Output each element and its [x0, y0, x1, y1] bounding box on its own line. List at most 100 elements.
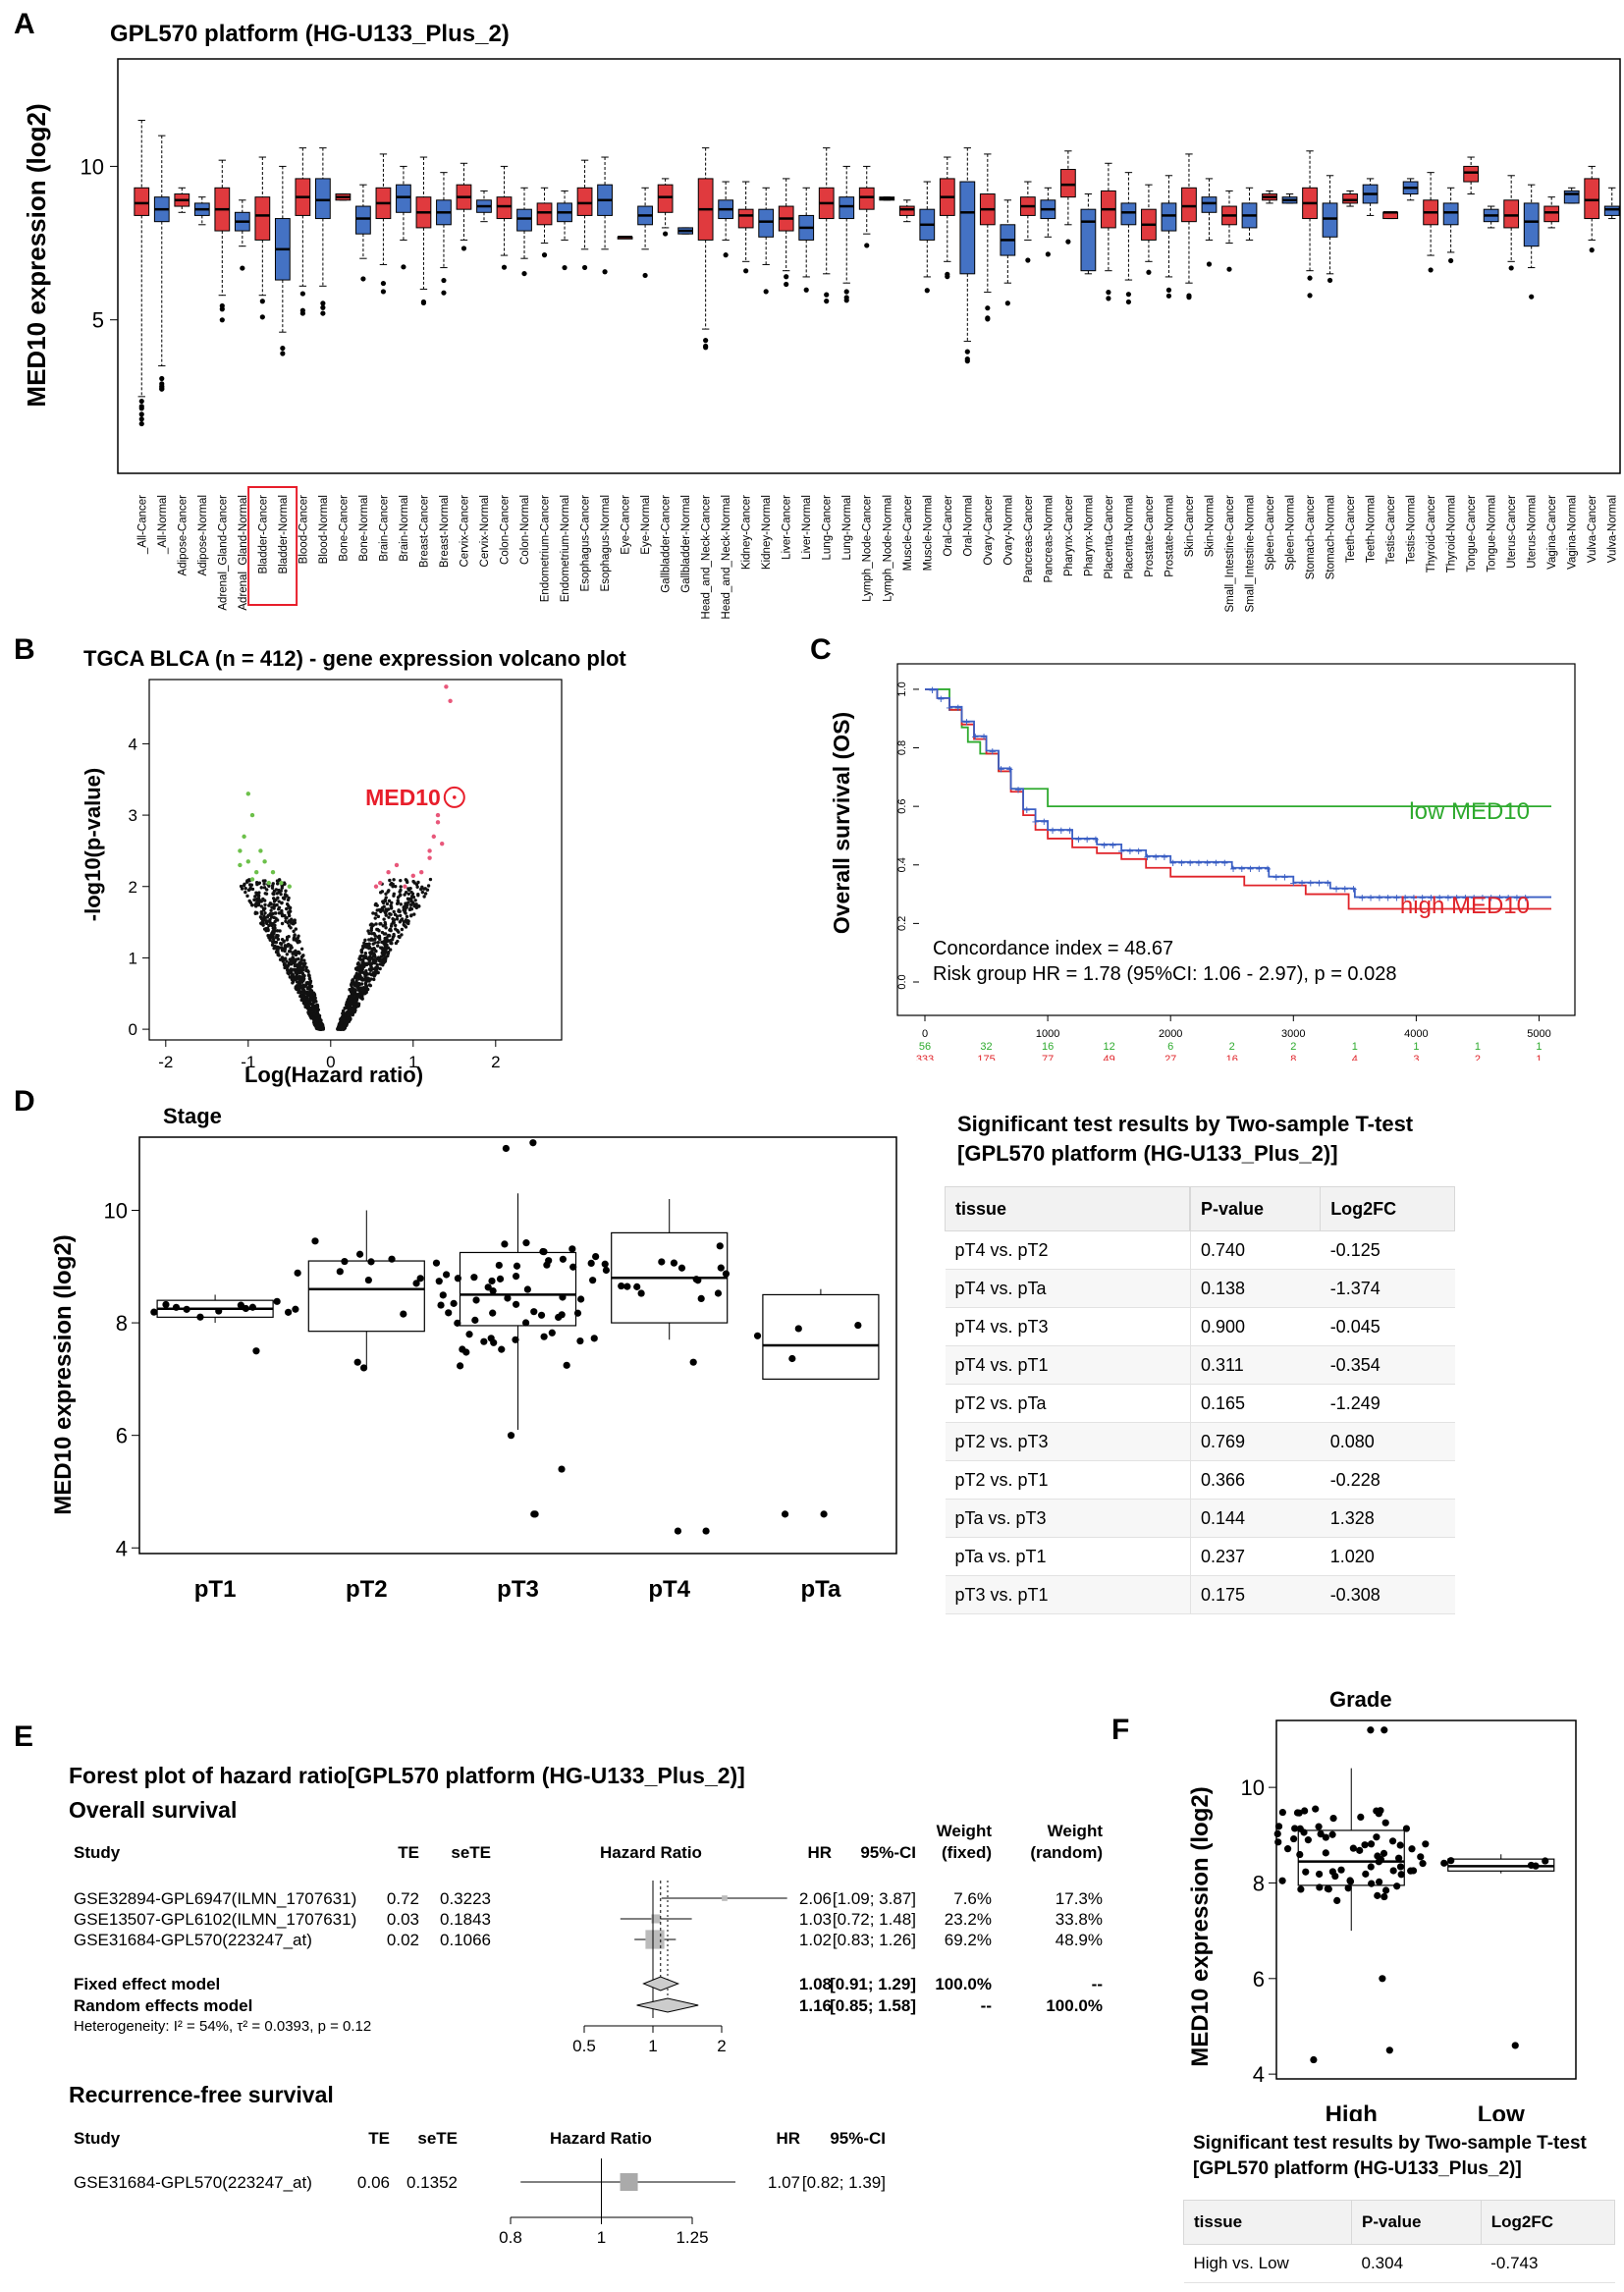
gene-point: [280, 955, 285, 959]
x-tick-label: 1: [408, 1053, 417, 1071]
gene-point: [300, 986, 304, 991]
sample-point: [637, 1289, 645, 1297]
gene-point: [274, 935, 279, 940]
gene-point: [285, 938, 290, 942]
outlier-point: [380, 280, 387, 287]
grade-table-subtitle: [GPL570 platform (HG-U133_Plus_2)]: [1193, 2158, 1522, 2179]
sample-point: [488, 1277, 496, 1285]
gene-point: [378, 922, 382, 926]
outlier-point: [843, 295, 849, 300]
sample-point: [1310, 2055, 1318, 2064]
y-tick-label: 0.2: [896, 916, 908, 931]
significant-low-point: [249, 877, 255, 882]
category-label: Bladder-Cancer: [257, 495, 269, 574]
sample-point: [1419, 1860, 1427, 1868]
study-weight-random: 48.9%: [1056, 1931, 1103, 1949]
sample-point: [501, 1240, 509, 1248]
y-tick-label: 4: [116, 1536, 128, 1560]
x-tick-label: 0.8: [499, 2228, 522, 2247]
study-te: 0.06: [357, 2173, 390, 2192]
risk-low-count: 56: [919, 1041, 931, 1053]
overall-curve: [925, 688, 1551, 899]
censor-mark: +: [1453, 891, 1461, 905]
sample-point: [1368, 1880, 1376, 1887]
sample-point: [1408, 1845, 1416, 1853]
gene-point: [285, 959, 289, 963]
study-ci: [1.09; 3.87]: [833, 1889, 916, 1908]
gene-point: [293, 936, 297, 940]
gene-point: [292, 951, 296, 955]
sample-point: [1380, 1726, 1388, 1734]
os-col-hr-axis: Hazard Ratio: [600, 1843, 702, 1862]
chart-c-ylabel: Overall survival (OS): [829, 712, 854, 934]
sample-point: [252, 1347, 260, 1355]
gene-point: [245, 894, 249, 899]
gene-point: [388, 878, 392, 883]
sample-point: [674, 1527, 682, 1535]
category-label: Low: [1478, 2101, 1525, 2121]
gene-point: [366, 929, 370, 933]
gene-point: [271, 937, 276, 942]
category-label: Muscle-Normal: [922, 495, 934, 571]
censor-mark: +: [1272, 870, 1280, 885]
fixed-effect-diamond: [642, 1976, 680, 1992]
sample-point: [1328, 1868, 1336, 1876]
table-row: pT4 vs. pT3 0.900 -0.045: [945, 1307, 1455, 1346]
os-col-ci: 95%-CI: [860, 1843, 916, 1862]
gene-point: [364, 968, 368, 973]
sample-point: [495, 1261, 503, 1270]
censor-mark: +: [1513, 891, 1521, 905]
gene-point: [375, 927, 379, 932]
fixed-wf: 100.0%: [935, 1975, 992, 1993]
gene-point: [361, 978, 365, 982]
gene-point: [285, 953, 290, 956]
censor-mark: +: [1238, 861, 1246, 876]
sample-point: [1367, 1863, 1375, 1871]
sample-point: [454, 1275, 461, 1282]
sample-point: [1317, 1829, 1325, 1838]
sample-point: [576, 1337, 584, 1345]
outlier-point: [320, 310, 326, 316]
gene-point: [375, 965, 380, 969]
x-tick-label: 2000: [1159, 1028, 1182, 1040]
significant-low-point: [249, 812, 255, 818]
gene-point: [416, 894, 420, 898]
cell-log2fc: -0.354: [1320, 1345, 1455, 1385]
sample-point: [248, 1303, 256, 1311]
gene-point: [312, 1012, 316, 1016]
category-label: Cervix-Cancer: [459, 495, 470, 568]
risk-low-count: 2: [1229, 1041, 1235, 1053]
outlier-point: [1307, 293, 1313, 299]
grade-col-log2fc: Log2FC: [1480, 2200, 1616, 2245]
chart-b-title: TGCA BLCA (n = 412) - gene expression vo…: [83, 646, 626, 671]
gene-point: [254, 891, 258, 895]
study-hr: 1.07: [768, 2173, 800, 2192]
gene-point: [389, 924, 394, 928]
sample-point: [439, 1291, 447, 1299]
gene-point: [364, 980, 368, 984]
censor-mark: +: [1470, 891, 1478, 905]
sample-point: [1302, 1868, 1310, 1876]
category-label: Eye-Cancer: [621, 495, 632, 555]
gene-point: [264, 919, 269, 924]
box: [1503, 199, 1520, 229]
y-tick-label: 8: [1253, 1871, 1265, 1895]
gene-point: [309, 998, 314, 1002]
study-hr: 1.03: [799, 1910, 832, 1929]
gene-point: [387, 933, 391, 938]
box: [1201, 196, 1218, 213]
gene-point: [387, 915, 391, 919]
gene-point: [408, 902, 413, 907]
category-label: Adrenal_Gland-Cancer: [217, 495, 229, 611]
category-label: Colon-Normal: [519, 495, 531, 565]
gene-point: [363, 972, 367, 976]
category-label: Pancreas-Cancer: [1023, 495, 1035, 583]
study-sete: 0.1843: [440, 1910, 491, 1929]
sample-point: [1393, 1883, 1401, 1890]
gene-point: [364, 984, 369, 989]
censor-mark: +: [946, 700, 953, 715]
random-ci: [0.85; 1.58]: [830, 1996, 916, 2015]
censor-mark: +: [1316, 876, 1324, 891]
sample-point: [602, 1266, 611, 1275]
significant-high-point: [427, 855, 432, 860]
